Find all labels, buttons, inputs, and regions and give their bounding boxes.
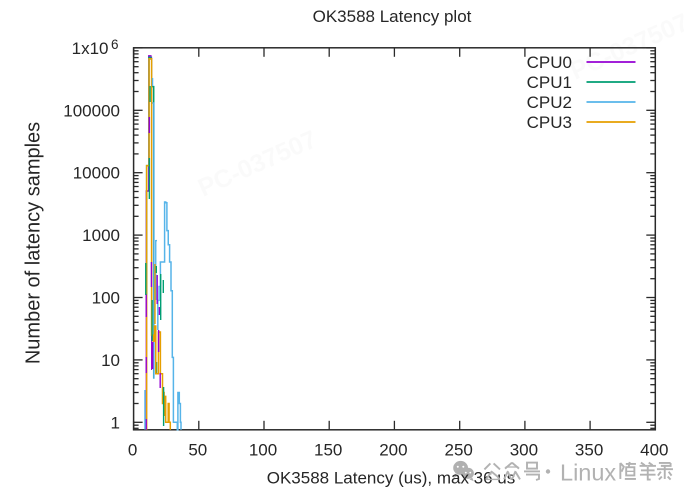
svg-text:0: 0	[128, 441, 137, 460]
svg-text:200: 200	[379, 441, 407, 460]
svg-text:50: 50	[188, 441, 207, 460]
svg-text:CPU2: CPU2	[527, 93, 572, 112]
svg-text:100: 100	[92, 289, 120, 308]
svg-text:250: 250	[445, 441, 473, 460]
svg-text:10000: 10000	[73, 164, 120, 183]
svg-text:10: 10	[101, 351, 120, 370]
svg-text:400: 400	[640, 441, 668, 460]
svg-text:150: 150	[314, 441, 342, 460]
svg-text:Number of latency samples: Number of latency samples	[23, 122, 45, 364]
svg-text:350: 350	[575, 441, 603, 460]
svg-text:1000: 1000	[82, 226, 120, 245]
svg-text:1x10: 1x10	[72, 39, 109, 58]
svg-text:6: 6	[111, 37, 119, 52]
svg-text:OK3588 Latency plot: OK3588 Latency plot	[313, 7, 472, 26]
svg-text:1: 1	[111, 413, 120, 432]
svg-text:CPU3: CPU3	[527, 113, 572, 132]
svg-text:100: 100	[249, 441, 277, 460]
svg-text:OK3588 Latency (us), max 36 us: OK3588 Latency (us), max 36 us	[267, 469, 516, 488]
svg-text:CPU0: CPU0	[527, 53, 572, 72]
svg-text:CPU1: CPU1	[527, 73, 572, 92]
svg-text:100000: 100000	[63, 101, 120, 120]
svg-text:Linux: Linux	[560, 460, 616, 486]
svg-text:300: 300	[510, 441, 538, 460]
